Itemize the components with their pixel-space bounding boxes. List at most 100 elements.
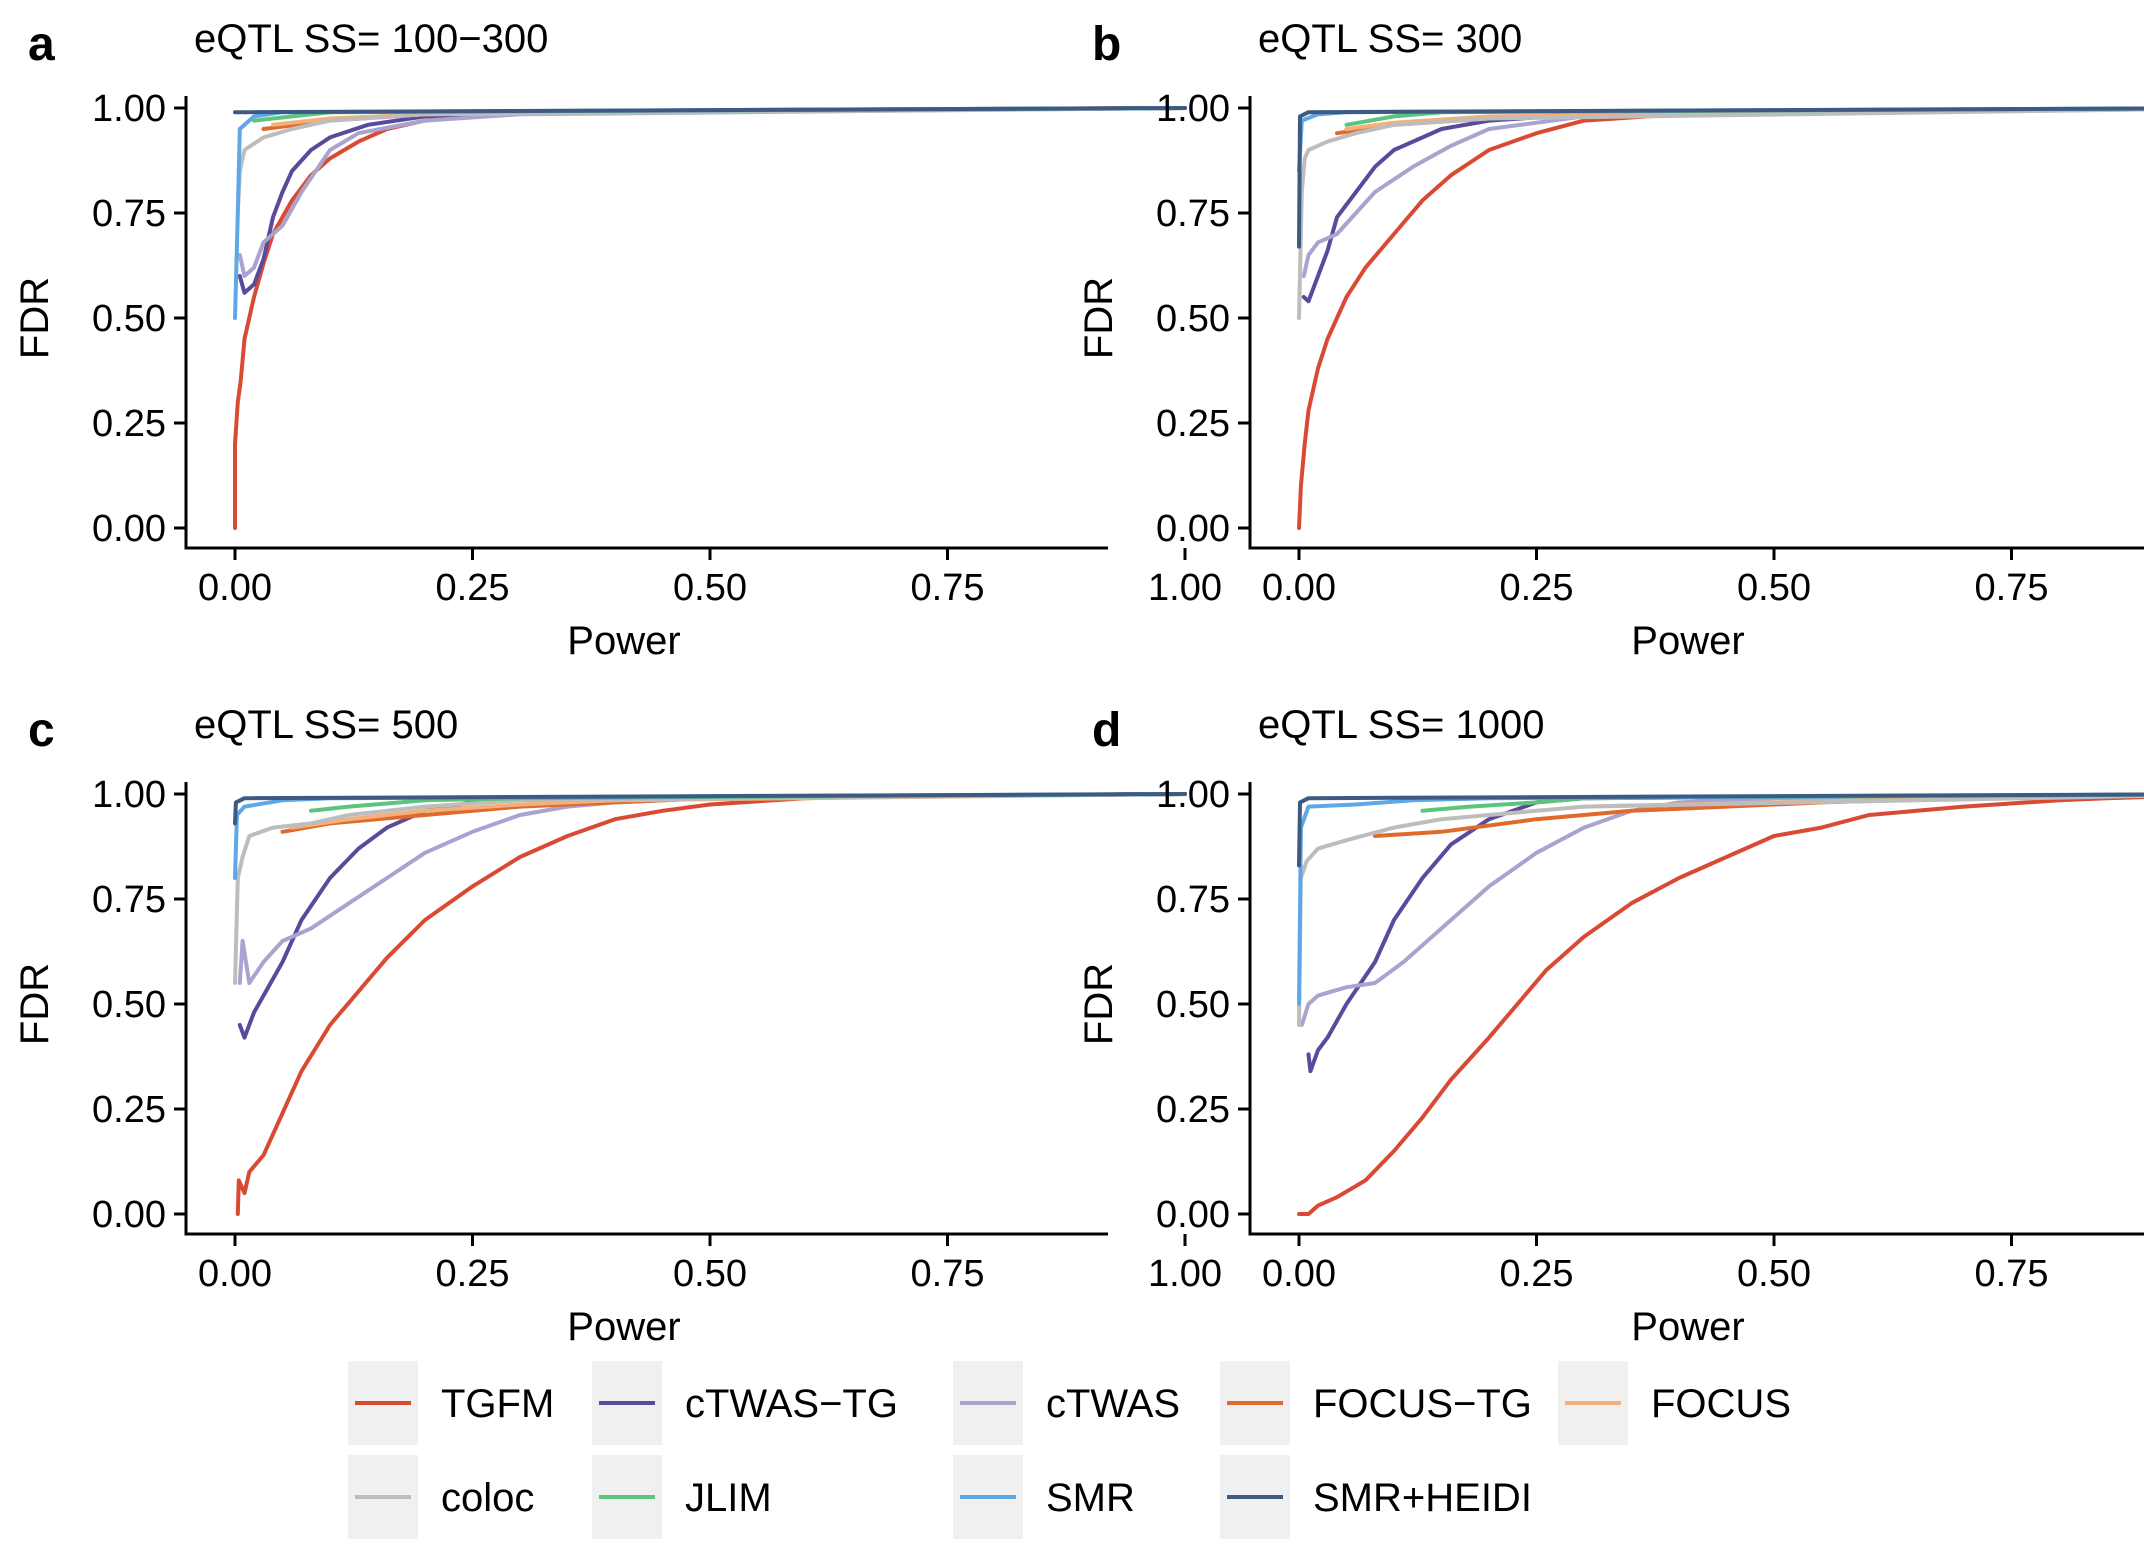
x-tick-label: 0.00: [1262, 1253, 1336, 1295]
x-tick-label: 0.50: [673, 567, 747, 609]
y-tick-label: 0.25: [1156, 403, 1230, 445]
y-axis-title: FDR: [1077, 277, 1121, 359]
panel-letter: d: [1092, 704, 1121, 757]
series-line-tgfm: [235, 792, 1187, 1216]
legend-label: TGFM: [441, 1382, 554, 1426]
x-tick-label: 1.00: [1148, 1253, 1222, 1295]
series-line-ctwas: [237, 792, 1187, 985]
x-tick-label: 0.25: [436, 1253, 510, 1295]
y-tick-label: 0.50: [92, 984, 166, 1026]
series-line-tgfm: [1297, 795, 2144, 1216]
panel-title: eQTL SS= 300: [1258, 17, 1522, 61]
panel-letter: a: [28, 18, 55, 71]
x-axis-title: Power: [1631, 1305, 1744, 1349]
series-line-ctwas: [237, 106, 1187, 278]
series-line-smr-heidi: [1297, 106, 2144, 249]
series-group: [233, 106, 1187, 530]
legend-label: FOCUS−TG: [1313, 1382, 1532, 1426]
series-line-ctwas-tg: [237, 106, 1187, 295]
y-axis-title: FDR: [13, 277, 57, 359]
series-line-tgfm: [233, 106, 1187, 530]
series-line-coloc: [1297, 107, 2144, 320]
y-tick-label: 0.25: [1156, 1089, 1230, 1131]
legend-item: FOCUS: [1558, 1361, 1791, 1445]
x-axis-title: Power: [567, 1305, 680, 1349]
series-line-ctwas-tg: [237, 792, 1187, 1040]
y-tick-label: 1.00: [1156, 88, 1230, 130]
legend-item: FOCUS−TG: [1220, 1361, 1532, 1445]
series-line-ctwas: [1301, 107, 2144, 278]
panel-letter: c: [28, 704, 55, 757]
panel-title: eQTL SS= 1000: [1258, 703, 1544, 747]
series-group: [1297, 106, 2144, 530]
series-line-smr-heidi: [1297, 792, 2144, 868]
series-line-coloc: [233, 792, 1187, 985]
x-tick-label: 0.25: [1500, 567, 1574, 609]
y-axis-title: FDR: [13, 963, 57, 1045]
legend: TGFM cTWAS−TG cTWAS FOCUS−TG FOCUS coloc JLIM S…: [348, 1361, 1791, 1539]
legend-item: JLIM: [592, 1455, 772, 1539]
y-tick-label: 0.75: [1156, 193, 1230, 235]
x-tick-label: 0.50: [673, 1253, 747, 1295]
series-line-smr: [233, 106, 1187, 320]
legend-label: SMR+HEIDI: [1313, 1476, 1532, 1520]
x-tick-label: 0.50: [1737, 567, 1811, 609]
x-tick-label: 0.75: [1975, 1253, 2049, 1295]
x-axis-title: Power: [567, 619, 680, 663]
panel-d: d eQTL SS= 1000 0.00 0.25 0.50 0.75 1.00 0.00 0.…: [1077, 703, 2144, 1349]
x-tick-label: 0.00: [198, 567, 272, 609]
y-tick-label: 1.00: [92, 88, 166, 130]
x-tick-label: 0.00: [198, 1253, 272, 1295]
legend-item: cTWAS−TG: [592, 1361, 898, 1445]
legend-item: cTWAS: [953, 1361, 1180, 1445]
y-tick-label: 0.00: [92, 508, 166, 550]
y-tick-label: 0.25: [92, 1089, 166, 1131]
panels: a eQTL SS= 100−300 0.00 0.25 0.50 0.75 1.00 0.0…: [13, 17, 2144, 1349]
panel-b: b eQTL SS= 300 0.00 0.25 0.50 0.75 1.00 0.00 0.2…: [1077, 17, 2144, 663]
y-tick-label: 0.50: [1156, 984, 1230, 1026]
y-tick-label: 0.75: [92, 193, 166, 235]
series-line-coloc: [1297, 793, 2144, 1027]
legend-label: JLIM: [685, 1476, 772, 1520]
y-tick-label: 0.25: [92, 403, 166, 445]
legend-label: cTWAS−TG: [685, 1382, 898, 1426]
series-group: [233, 792, 1187, 1216]
x-tick-label: 0.75: [911, 567, 985, 609]
legend-item: coloc: [348, 1455, 534, 1539]
series-line-smr-heidi: [233, 106, 1187, 115]
y-axis-title: FDR: [1077, 963, 1121, 1045]
y-tick-label: 0.50: [92, 298, 166, 340]
y-tick-label: 0.00: [1156, 508, 1230, 550]
series-line-ctwas-tg: [1301, 106, 2144, 304]
x-axis-title: Power: [1631, 619, 1744, 663]
x-tick-label: 0.00: [1262, 567, 1336, 609]
legend-label: cTWAS: [1046, 1382, 1180, 1426]
series-group: [1297, 792, 2144, 1216]
y-tick-label: 1.00: [92, 774, 166, 816]
x-tick-label: 0.25: [436, 567, 510, 609]
legend-item: TGFM: [348, 1361, 554, 1445]
legend-label: FOCUS: [1651, 1382, 1791, 1426]
y-tick-label: 0.75: [92, 879, 166, 921]
panel-title: eQTL SS= 100−300: [194, 17, 548, 61]
x-tick-label: 0.75: [911, 1253, 985, 1295]
y-tick-label: 0.75: [1156, 879, 1230, 921]
legend-label: coloc: [441, 1476, 534, 1520]
y-tick-label: 1.00: [1156, 774, 1230, 816]
x-tick-label: 0.50: [1737, 1253, 1811, 1295]
panel-title: eQTL SS= 500: [194, 703, 458, 747]
legend-label: SMR: [1046, 1476, 1135, 1520]
series-line-ctwas: [1299, 792, 2144, 1027]
legend-item: SMR: [953, 1455, 1135, 1539]
y-tick-label: 0.00: [1156, 1194, 1230, 1236]
panel-a: a eQTL SS= 100−300 0.00 0.25 0.50 0.75 1.00 0.0…: [13, 17, 1222, 663]
series-line-smr-heidi: [233, 792, 1187, 826]
legend-item: SMR+HEIDI: [1220, 1455, 1532, 1539]
panel-letter: b: [1092, 18, 1121, 71]
series-line-tgfm: [1297, 106, 2144, 530]
series-line-smr: [1297, 792, 2144, 1006]
panel-c: c eQTL SS= 500 0.00 0.25 0.50 0.75 1.00 0.00 0.2…: [13, 703, 1222, 1349]
x-tick-label: 1.00: [1148, 567, 1222, 609]
x-tick-label: 0.75: [1975, 567, 2049, 609]
